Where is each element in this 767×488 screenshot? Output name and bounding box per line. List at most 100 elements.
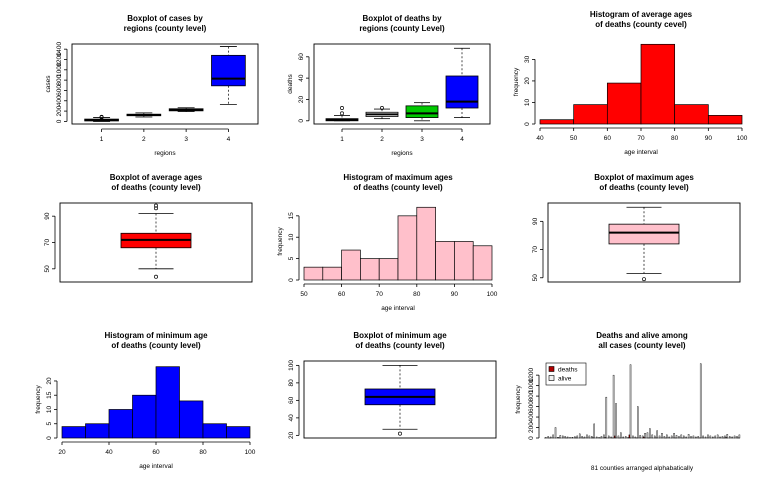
outlier-point [154, 206, 158, 211]
x-tick-label: 90 [705, 135, 713, 142]
box-1 [84, 114, 119, 122]
plot-frame [547, 202, 741, 283]
bar-alive [680, 434, 683, 439]
outlier-point [340, 106, 344, 110]
plot-frame [303, 360, 497, 439]
x-tick-label: 4 [460, 136, 464, 143]
y-tick-label: 1400 [56, 42, 63, 57]
x-tick-label: 70 [376, 291, 384, 298]
bar-alive [675, 435, 678, 439]
hist-bar [674, 104, 709, 125]
y-tick-label: 10 [46, 405, 53, 413]
y-axis-label: frequency [515, 384, 522, 413]
bar-alive [637, 406, 639, 439]
hist-bar [322, 266, 342, 281]
y-tick-label: 10 [524, 98, 531, 106]
hist-bar [397, 215, 418, 281]
x-tick-label: 100 [737, 135, 748, 142]
hist-bar [378, 258, 399, 281]
hist-bar [416, 206, 436, 281]
y-tick-label: 0 [56, 119, 63, 123]
x-axis-label: age interval [624, 149, 658, 156]
x-tick-label: 90 [451, 291, 459, 298]
y-tick-label: 70 [532, 246, 539, 254]
bar-alive [562, 435, 564, 439]
bar-alive [683, 435, 685, 439]
box-4 [211, 46, 246, 105]
chart-title: Boxplot of maximum ages [594, 173, 694, 182]
y-tick-label: 800 [56, 74, 63, 85]
y-tick-label: 30 [524, 55, 531, 63]
y-tick-label: 400 [528, 411, 535, 422]
hist-bar [707, 115, 743, 125]
chart-title: Boxplot of deaths by [362, 14, 442, 23]
bar-alive [653, 435, 656, 439]
bar-alive [646, 432, 649, 439]
y-tick-label: 60 [298, 53, 305, 61]
x-tick-label: 100 [487, 291, 498, 298]
hist-bar [108, 409, 133, 439]
bar-alive [716, 434, 719, 439]
x-tick-label: 70 [637, 135, 645, 142]
x-axis-label: age interval [139, 463, 173, 470]
bar-alive [702, 435, 704, 439]
bar-alive [603, 434, 605, 439]
chart-title: Histogram of maximum ages [343, 173, 453, 182]
bar-alive [724, 435, 726, 439]
hist-bar [155, 366, 180, 439]
y-tick-label: 0 [46, 436, 53, 440]
hist-bar [435, 241, 455, 281]
y-tick-label: 20 [46, 377, 53, 385]
box-single [608, 206, 680, 282]
chart-title: of deaths (county level) [111, 183, 201, 192]
chart-title: Boxplot of cases by [127, 14, 203, 23]
x-tick-label: 50 [300, 291, 308, 298]
chart-title: of deaths (county level) [599, 183, 689, 192]
bar-alive [620, 432, 622, 439]
y-tick-label: 200 [528, 422, 535, 433]
x-tick-label: 40 [536, 135, 544, 142]
chart-title: regions (county level) [124, 24, 207, 33]
bar-alive [554, 427, 557, 439]
bar-alive [651, 434, 654, 439]
x-tick-label: 4 [227, 136, 231, 143]
y-tick-label: 80 [288, 379, 295, 387]
box-2 [126, 112, 162, 118]
plot-frame [59, 202, 253, 283]
bar-alive [699, 363, 702, 439]
bar-alive [738, 434, 741, 439]
hist-bar [179, 400, 204, 439]
bar-alive [578, 433, 581, 439]
legend-label-deaths: deaths [558, 367, 578, 374]
chart-title: of deaths (county level) [355, 341, 445, 350]
bar-alive [559, 435, 562, 439]
y-tick-label: 600 [56, 85, 63, 96]
x-tick-label: 80 [199, 449, 207, 456]
y-tick-label: 400 [56, 95, 63, 106]
box-4 [445, 47, 479, 118]
x-tick-label: 3 [184, 136, 188, 143]
hist-bar [539, 119, 575, 125]
box-2 [365, 106, 399, 120]
y-tick-label: 0 [528, 436, 535, 440]
x-axis-label: age interval [381, 305, 415, 312]
x-tick-label: 50 [570, 135, 578, 142]
bar-alive [670, 435, 673, 439]
y-tick-label: 40 [298, 74, 305, 82]
plot-frame [71, 43, 259, 125]
x-tick-label: 3 [420, 136, 424, 143]
legend: deaths alive [545, 362, 587, 386]
bar-alive [692, 435, 695, 439]
y-axis-label: frequency [35, 384, 42, 413]
x-axis-label: 81 counties arranged alphabatically [591, 465, 694, 472]
box-single [120, 203, 192, 279]
bar-alive [586, 434, 588, 439]
bar-alive [605, 396, 608, 439]
bar-alive [714, 435, 716, 439]
chart-title: of deaths (county cevel) [595, 20, 687, 29]
x-tick-label: 1 [100, 136, 104, 143]
legend-label-alive: alive [558, 376, 572, 383]
